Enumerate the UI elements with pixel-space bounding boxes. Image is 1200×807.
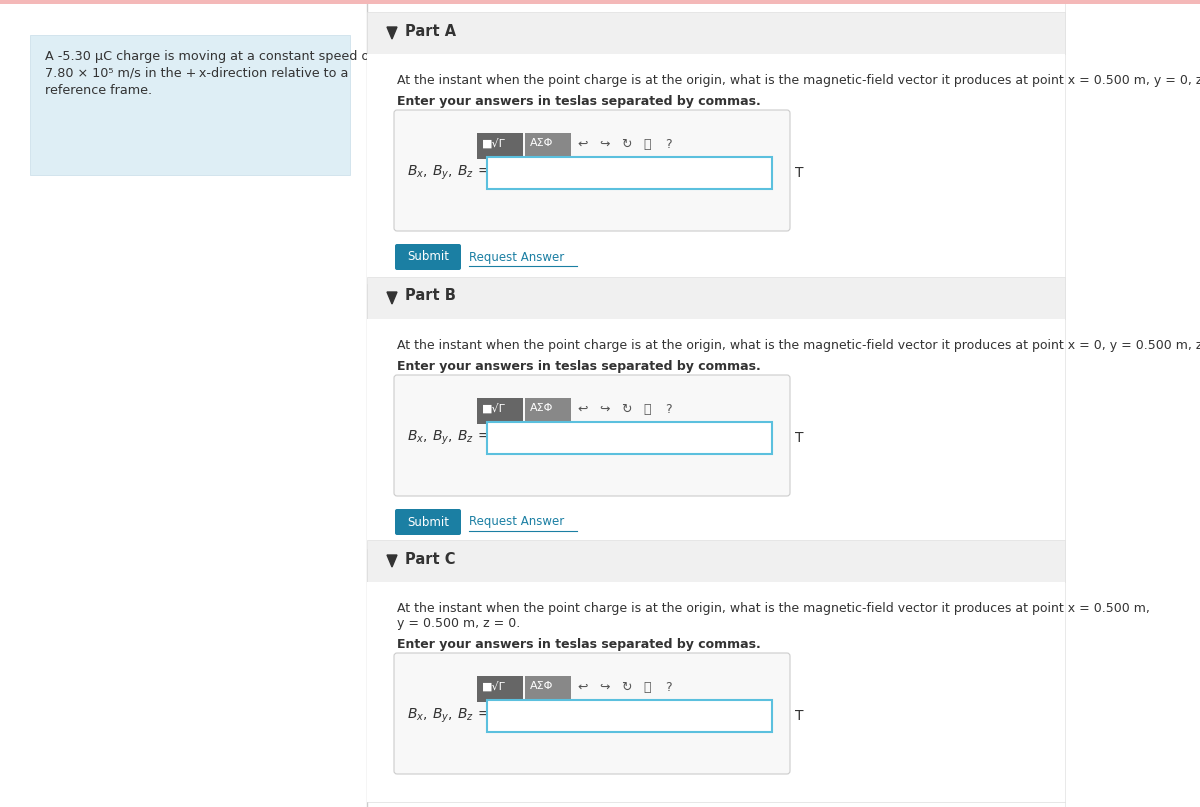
Text: ■√Γ: ■√Γ [482, 138, 506, 148]
Text: Part C: Part C [406, 551, 456, 567]
Text: T: T [796, 709, 804, 723]
Text: ↪: ↪ [599, 403, 610, 416]
FancyBboxPatch shape [395, 509, 461, 535]
FancyBboxPatch shape [394, 375, 790, 496]
Bar [367, 277, 1066, 319]
Text: A -5.30 μC charge is moving at a constant speed of: A -5.30 μC charge is moving at a constan… [46, 50, 373, 63]
Text: ↪: ↪ [599, 681, 610, 694]
Text: $B_x,\,B_y,\,B_z\,=$: $B_x,\,B_y,\,B_z\,=$ [407, 164, 490, 182]
Bar [367, 12, 1066, 54]
Bar [526, 133, 571, 159]
Text: $B_x,\,B_y,\,B_z\,=$: $B_x,\,B_y,\,B_z\,=$ [407, 429, 490, 447]
Text: Request Answer: Request Answer [469, 516, 564, 529]
FancyBboxPatch shape [394, 110, 790, 231]
Text: ⌹: ⌹ [643, 681, 650, 694]
Polygon shape [386, 27, 397, 39]
Text: ■√Γ: ■√Γ [482, 681, 506, 692]
Polygon shape [386, 555, 397, 567]
Bar [487, 700, 772, 732]
Text: ■√Γ: ■√Γ [482, 403, 506, 413]
Text: ?: ? [665, 681, 672, 694]
Bar [367, 54, 1066, 284]
Text: Submit: Submit [407, 516, 449, 529]
Text: Request Answer: Request Answer [469, 250, 564, 264]
Text: ↻: ↻ [622, 403, 631, 416]
Text: ↪: ↪ [599, 138, 610, 151]
Text: At the instant when the point charge is at the origin, what is the magnetic-fiel: At the instant when the point charge is … [397, 74, 1200, 87]
Text: ?: ? [665, 403, 672, 416]
Text: Enter your answers in teslas separated by commas.: Enter your answers in teslas separated b… [397, 95, 761, 108]
Text: ↻: ↻ [622, 138, 631, 151]
Text: Part A: Part A [406, 23, 456, 39]
Bar [487, 422, 772, 454]
Text: AΣΦ: AΣΦ [530, 138, 553, 148]
Text: ↩: ↩ [577, 403, 588, 416]
Text: Enter your answers in teslas separated by commas.: Enter your answers in teslas separated b… [397, 638, 761, 651]
FancyBboxPatch shape [394, 653, 790, 774]
Text: ↻: ↻ [622, 681, 631, 694]
Text: ⌹: ⌹ [643, 403, 650, 416]
Bar [0, 0, 1200, 4]
Text: T: T [796, 166, 804, 180]
Text: At the instant when the point charge is at the origin, what is the magnetic-fiel: At the instant when the point charge is … [397, 602, 1150, 615]
Text: ↩: ↩ [577, 138, 588, 151]
Text: $B_x,\,B_y,\,B_z\,=$: $B_x,\,B_y,\,B_z\,=$ [407, 707, 490, 725]
Bar [526, 398, 571, 424]
Text: ↩: ↩ [577, 681, 588, 694]
Text: ?: ? [665, 138, 672, 151]
Bar [526, 676, 571, 702]
Bar [367, 540, 1066, 582]
Text: AΣΦ: AΣΦ [530, 403, 553, 413]
Text: Enter your answers in teslas separated by commas.: Enter your answers in teslas separated b… [397, 360, 761, 373]
Text: At the instant when the point charge is at the origin, what is the magnetic-fiel: At the instant when the point charge is … [397, 339, 1200, 352]
Polygon shape [386, 292, 397, 304]
Text: Part B: Part B [406, 288, 456, 303]
Text: y = 0.500 m, z = 0.: y = 0.500 m, z = 0. [397, 617, 521, 630]
Bar [367, 582, 1066, 802]
Text: 7.80 × 10⁵ m/s in the + x-direction relative to a: 7.80 × 10⁵ m/s in the + x-direction rela… [46, 67, 348, 80]
Bar [30, 35, 350, 175]
Text: ⌹: ⌹ [643, 138, 650, 151]
Text: AΣΦ: AΣΦ [530, 681, 553, 691]
FancyBboxPatch shape [395, 244, 461, 270]
Text: Submit: Submit [407, 250, 449, 264]
Bar [367, 319, 1066, 549]
Bar [478, 398, 523, 424]
Bar [478, 676, 523, 702]
Bar [478, 133, 523, 159]
Text: reference frame.: reference frame. [46, 84, 152, 97]
Text: T: T [796, 431, 804, 445]
Bar [487, 157, 772, 189]
